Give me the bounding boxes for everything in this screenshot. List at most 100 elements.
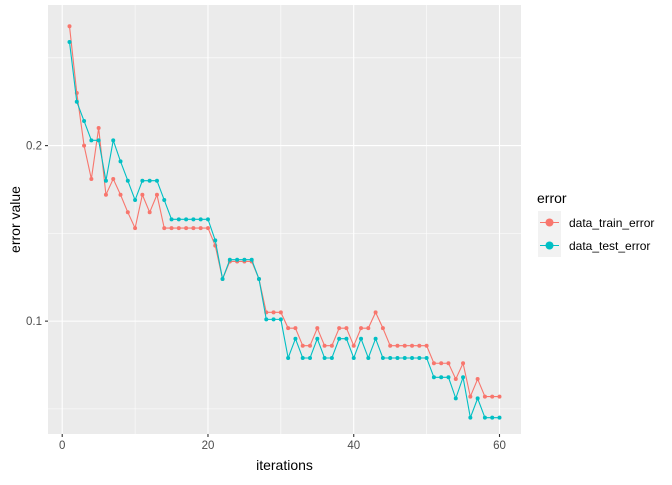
series-line xyxy=(68,26,500,399)
legend-label: data_test_error xyxy=(569,239,650,253)
data-point xyxy=(140,178,145,183)
data-point xyxy=(300,343,305,348)
data-point xyxy=(67,40,72,45)
data-point xyxy=(278,317,283,322)
data-point xyxy=(380,355,385,360)
data-point xyxy=(184,217,189,222)
y-axis-title: error value xyxy=(7,186,23,253)
data-point xyxy=(133,226,138,231)
data-point xyxy=(103,192,108,197)
y-tick-label: 0.1 xyxy=(26,316,42,328)
legend-item-data_train_error: data_train_error xyxy=(538,211,654,234)
data-point xyxy=(308,355,313,360)
data-point xyxy=(388,355,393,360)
data-point xyxy=(140,192,145,197)
legend-label: data_train_error xyxy=(569,216,654,230)
x-tick-label: 0 xyxy=(59,440,65,452)
data-point xyxy=(446,375,451,380)
data-point xyxy=(337,336,342,341)
x-axis-title: iterations xyxy=(256,457,313,473)
data-point xyxy=(89,138,94,143)
data-point xyxy=(424,343,429,348)
data-point xyxy=(380,326,385,331)
legend-item-data_test_error: data_test_error xyxy=(538,234,650,257)
data-point xyxy=(490,415,495,420)
data-point xyxy=(424,355,429,360)
data-point xyxy=(497,415,502,420)
data-point xyxy=(235,257,240,262)
data-point xyxy=(322,343,327,348)
data-point xyxy=(264,317,269,322)
data-point xyxy=(300,355,305,360)
data-point xyxy=(439,361,444,366)
data-point xyxy=(111,176,116,181)
data-point xyxy=(176,226,181,231)
data-point xyxy=(184,226,189,231)
data-point xyxy=(271,317,276,322)
data-point xyxy=(82,119,87,124)
data-point xyxy=(431,375,436,380)
data-point xyxy=(395,343,400,348)
data-point xyxy=(162,198,167,203)
data-point xyxy=(366,326,371,331)
x-tick-label: 40 xyxy=(347,440,360,452)
data-point xyxy=(468,394,473,399)
series-line xyxy=(68,41,500,420)
series-data_test_error xyxy=(67,40,502,420)
data-point xyxy=(410,355,415,360)
data-point xyxy=(453,377,458,382)
data-point xyxy=(453,396,458,401)
data-point xyxy=(402,343,407,348)
data-point xyxy=(205,217,210,222)
data-point xyxy=(417,355,422,360)
data-point xyxy=(293,336,298,341)
data-point xyxy=(431,361,436,366)
data-point xyxy=(96,138,101,143)
data-point xyxy=(118,159,123,164)
legend-key-point xyxy=(545,241,554,250)
data-point xyxy=(446,361,451,366)
data-point xyxy=(191,217,196,222)
data-point xyxy=(322,355,327,360)
data-point xyxy=(271,310,276,315)
data-point xyxy=(497,394,502,399)
x-tick-label: 20 xyxy=(202,440,215,452)
data-point xyxy=(461,361,466,366)
legend: error data_train_error data_test_error xyxy=(537,190,654,257)
data-point xyxy=(468,415,473,420)
data-point xyxy=(373,310,378,315)
data-point xyxy=(220,277,225,282)
data-point xyxy=(242,257,247,262)
data-point xyxy=(344,336,349,341)
data-point xyxy=(278,310,283,315)
data-point xyxy=(359,326,364,331)
data-point xyxy=(388,343,393,348)
data-point xyxy=(308,343,313,348)
data-point xyxy=(315,326,320,331)
data-point xyxy=(286,326,291,331)
data-point xyxy=(402,355,407,360)
data-point xyxy=(293,326,298,331)
data-point xyxy=(315,336,320,341)
panel-background xyxy=(48,5,521,434)
series-data_train_error xyxy=(67,24,502,399)
data-point xyxy=(133,198,138,203)
data-point xyxy=(490,394,495,399)
data-point xyxy=(154,192,159,197)
data-point xyxy=(162,226,167,231)
legend-items: data_train_error data_test_error xyxy=(538,211,654,257)
data-point xyxy=(74,99,79,104)
data-point xyxy=(103,178,108,183)
data-point xyxy=(475,396,480,401)
data-point xyxy=(482,394,487,399)
data-point xyxy=(256,277,261,282)
data-point xyxy=(359,336,364,341)
data-point xyxy=(198,217,203,222)
data-point xyxy=(366,355,371,360)
data-point xyxy=(227,257,232,262)
minor-gridlines xyxy=(48,5,521,434)
data-point xyxy=(482,415,487,420)
major-gridlines xyxy=(48,5,521,434)
